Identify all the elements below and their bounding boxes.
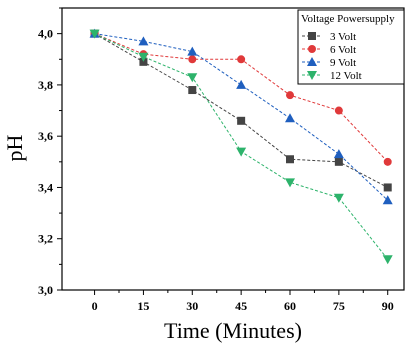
x-tick-label: 15: [137, 299, 149, 313]
y-tick-label: 3,2: [38, 232, 53, 246]
data-point: [236, 79, 247, 89]
x-axis-title: Time (Minutes): [164, 318, 302, 343]
y-tick-label: 4,0: [38, 27, 53, 41]
legend-marker: [308, 45, 316, 53]
x-tick-label: 45: [235, 299, 247, 313]
data-point: [334, 106, 343, 115]
legend-marker: [307, 71, 317, 80]
y-tick-label: 3,6: [38, 129, 53, 143]
data-point: [138, 52, 149, 62]
data-point: [333, 193, 344, 203]
legend-label: 12 Volt: [330, 70, 362, 82]
data-point: [285, 178, 295, 188]
y-tick-label: 3,8: [38, 78, 53, 92]
data-point: [138, 36, 149, 46]
data-point: [286, 155, 294, 164]
data-point: [188, 86, 197, 95]
data-point: [383, 157, 392, 166]
x-tick-label: 60: [284, 299, 296, 313]
legend-title: Voltage Powersupply: [301, 13, 395, 25]
x-tick-label: 75: [333, 299, 345, 313]
y-tick-label: 3,0: [38, 283, 53, 297]
data-point: [236, 147, 247, 157]
data-point: [285, 113, 295, 123]
legend-label: 3 Volt: [330, 31, 356, 43]
data-point: [334, 157, 343, 166]
legend-marker: [307, 57, 317, 66]
plot-frame: [61, 7, 405, 291]
data-point: [286, 91, 294, 100]
data-point: [187, 73, 198, 83]
data-point: [382, 195, 393, 205]
data-point: [383, 183, 392, 192]
data-point: [188, 55, 197, 64]
legend-marker: [308, 32, 316, 40]
legend-label: 6 Volt: [330, 44, 356, 56]
data-point: [382, 255, 393, 265]
data-point: [237, 116, 246, 125]
x-tick-label: 0: [92, 299, 98, 313]
series-3: [89, 28, 393, 205]
data-point: [333, 149, 344, 159]
data-point: [237, 55, 246, 64]
legend-label: 9 Volt: [330, 57, 356, 69]
data-point: [187, 46, 198, 56]
y-tick-label: 3,4: [38, 180, 53, 194]
data-point: [89, 29, 100, 39]
x-tick-label: 90: [382, 299, 394, 313]
y-axis-title: pH: [2, 134, 27, 161]
series-4: [89, 29, 393, 265]
data-point: [139, 57, 148, 66]
x-tick-label: 30: [186, 299, 198, 313]
